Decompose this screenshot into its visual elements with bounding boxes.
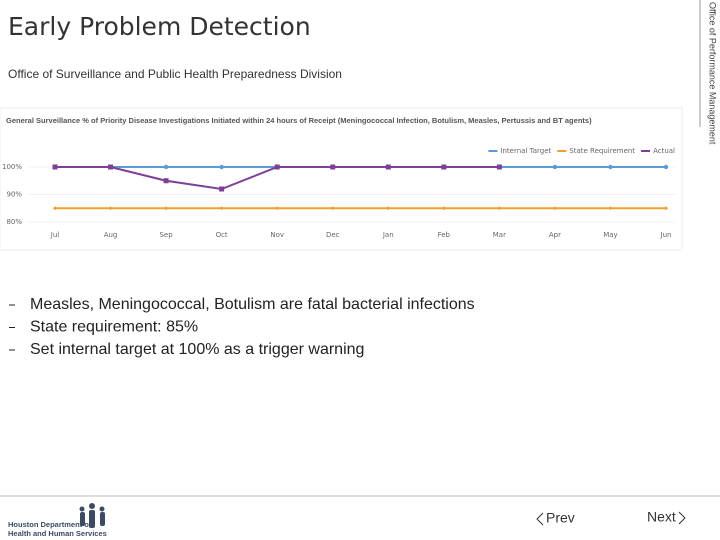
bullet-text: State requirement: 85% <box>30 319 198 336</box>
point-marker <box>219 186 225 192</box>
y-tick-label: 90% <box>6 191 22 199</box>
point-marker <box>52 164 58 170</box>
x-tick-label: Oct <box>216 231 228 239</box>
bullet-text: Measles, Meningococcal, Botulism are fat… <box>30 296 475 313</box>
point-marker <box>219 164 224 170</box>
x-tick-label: Jun <box>660 231 672 239</box>
point-marker <box>330 206 335 211</box>
x-tick-label: Apr <box>549 231 561 239</box>
point-marker <box>164 206 169 211</box>
point-marker <box>663 164 669 170</box>
next-chevron[interactable] <box>678 511 686 525</box>
x-tick-label: Jul <box>50 231 60 239</box>
point-marker <box>386 206 391 211</box>
side-label: Office of Performance Management <box>708 2 718 145</box>
x-tick-label: Feb <box>438 231 451 239</box>
point-marker <box>108 164 114 170</box>
x-tick-label: May <box>603 231 617 239</box>
point-marker <box>275 206 280 211</box>
point-marker <box>664 206 668 211</box>
x-tick-label: Dec <box>326 231 340 239</box>
point-marker <box>108 206 113 211</box>
point-marker <box>496 164 502 170</box>
logo-figures <box>79 503 105 528</box>
prev-chevron[interactable] <box>536 512 544 526</box>
logo-text: Houston Department of <box>8 520 92 529</box>
point-marker <box>274 164 280 170</box>
chart-title: General Surveillance % of Priority Disea… <box>6 116 592 125</box>
x-tick-label: Mar <box>493 231 506 239</box>
point-marker <box>441 164 447 170</box>
legend-label: Actual <box>653 147 675 155</box>
x-tick-label: Jan <box>382 231 394 239</box>
point-marker <box>163 164 169 170</box>
bullet-text: Set internal target at 100% as a trigger… <box>30 341 364 358</box>
legend-label: Internal Target <box>500 147 551 155</box>
point-marker <box>608 164 613 170</box>
next-button[interactable]: Next <box>647 509 676 525</box>
point-marker <box>552 206 557 211</box>
x-tick-label: Sep <box>159 231 173 239</box>
x-tick-label: Aug <box>104 231 118 239</box>
slide-title: Early Problem Detection <box>8 12 311 41</box>
point-marker <box>608 206 613 211</box>
y-tick-label: 100% <box>2 163 22 171</box>
point-marker <box>552 164 558 170</box>
x-tick-label: Nov <box>270 231 284 239</box>
point-marker <box>53 206 57 211</box>
point-marker <box>163 178 169 184</box>
point-marker <box>497 206 502 211</box>
point-marker <box>385 164 391 170</box>
prev-button[interactable]: Prev <box>546 510 575 526</box>
point-marker <box>330 164 336 170</box>
point-marker <box>441 206 446 211</box>
chart-frame <box>0 107 683 251</box>
legend-label: State Requirement <box>569 147 635 155</box>
point-marker <box>219 206 224 211</box>
slide-subtitle: Office of Surveillance and Public Health… <box>8 67 342 81</box>
logo-text: Health and Human Services <box>8 529 107 538</box>
y-tick-label: 80% <box>6 218 22 226</box>
